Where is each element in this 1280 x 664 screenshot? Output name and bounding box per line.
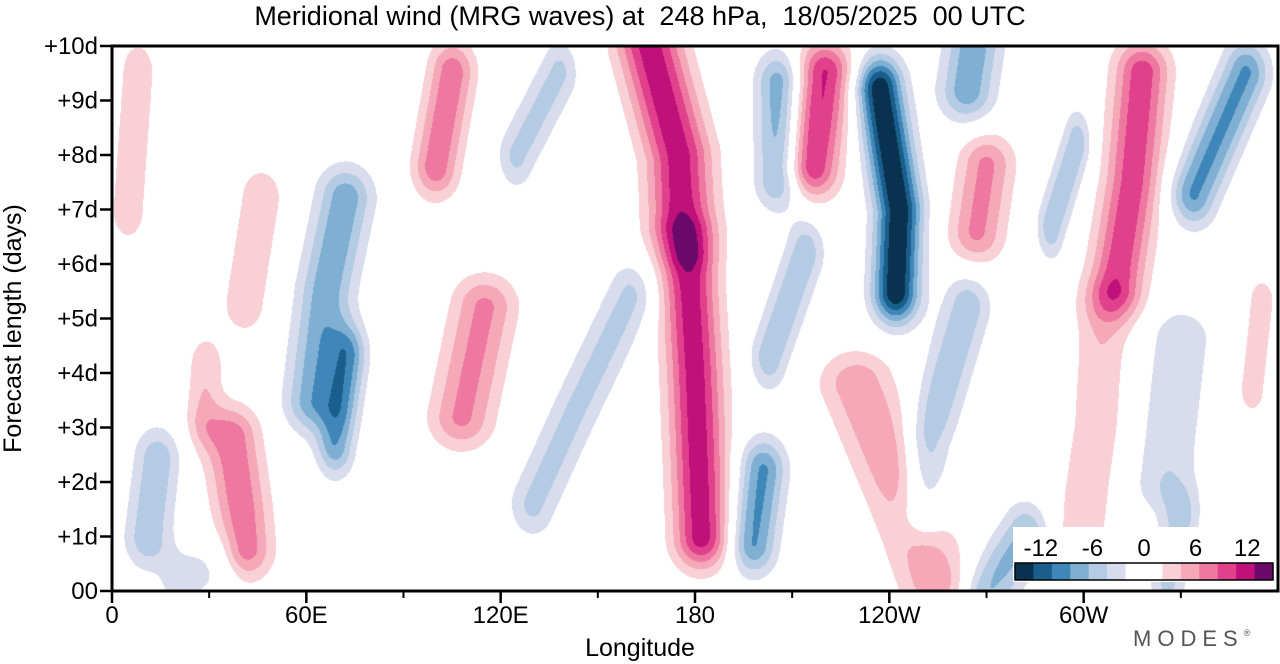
y-tick-label: +9d	[57, 88, 98, 115]
colorbar-swatch	[1236, 563, 1256, 580]
y-tick-label: +7d	[57, 197, 98, 224]
x-tick-label: 60E	[285, 602, 328, 629]
y-tick-label: +8d	[57, 142, 98, 169]
y-tick-label: +5d	[57, 306, 98, 333]
y-tick-label: 00	[71, 578, 98, 605]
colorbar-swatch	[1107, 563, 1127, 580]
x-axis-title: Longitude	[585, 634, 695, 662]
colorbar-swatch	[1033, 563, 1053, 580]
y-tick-label: +4d	[57, 360, 98, 387]
colorbar-swatch	[1199, 563, 1219, 580]
colorbar-swatch	[1070, 563, 1090, 580]
colorbar-swatch	[1088, 563, 1108, 580]
y-tick-label: +3d	[57, 415, 98, 442]
modes-logo: MODES®	[1133, 626, 1250, 652]
colorbar: -12 -6 0 6 12	[1013, 527, 1275, 582]
colorbar-swatch	[1254, 563, 1274, 580]
y-tick-label: +6d	[57, 251, 98, 278]
colorbar-swatch	[1051, 563, 1071, 580]
logo-text: MODES	[1133, 626, 1244, 651]
y-axis-title: Forecast length (days)	[0, 204, 27, 453]
colorbar-swatch	[1125, 563, 1145, 580]
colorbar-swatch	[1217, 563, 1237, 580]
chart-title: Meridional wind (MRG waves) at 248 hPa, …	[254, 1, 1026, 31]
x-tick-label: 180	[675, 602, 715, 629]
colorbar-label: -6	[1082, 535, 1103, 562]
colorbar-label: 12	[1234, 535, 1261, 562]
wind-field-heatmap	[112, 46, 1278, 591]
colorbar-label: -12	[1023, 535, 1058, 562]
colorbar-swatch	[1144, 563, 1163, 580]
colorbar-swatch	[1180, 563, 1200, 580]
colorbar-label: 6	[1189, 535, 1202, 562]
x-tick-label: 60W	[1059, 602, 1109, 629]
x-tick-label: 120W	[858, 602, 921, 629]
y-tick-label: +1d	[57, 524, 98, 551]
y-tick-label: +2d	[57, 469, 98, 496]
colorbar-label: 0	[1137, 535, 1150, 562]
y-tick-label: +10d	[44, 33, 98, 60]
colorbar-swatch	[1162, 563, 1182, 580]
colorbar-swatch	[1015, 563, 1034, 580]
registered-mark: ®	[1243, 628, 1251, 638]
x-tick-label: 0	[105, 602, 118, 629]
x-tick-label: 120E	[473, 602, 529, 629]
